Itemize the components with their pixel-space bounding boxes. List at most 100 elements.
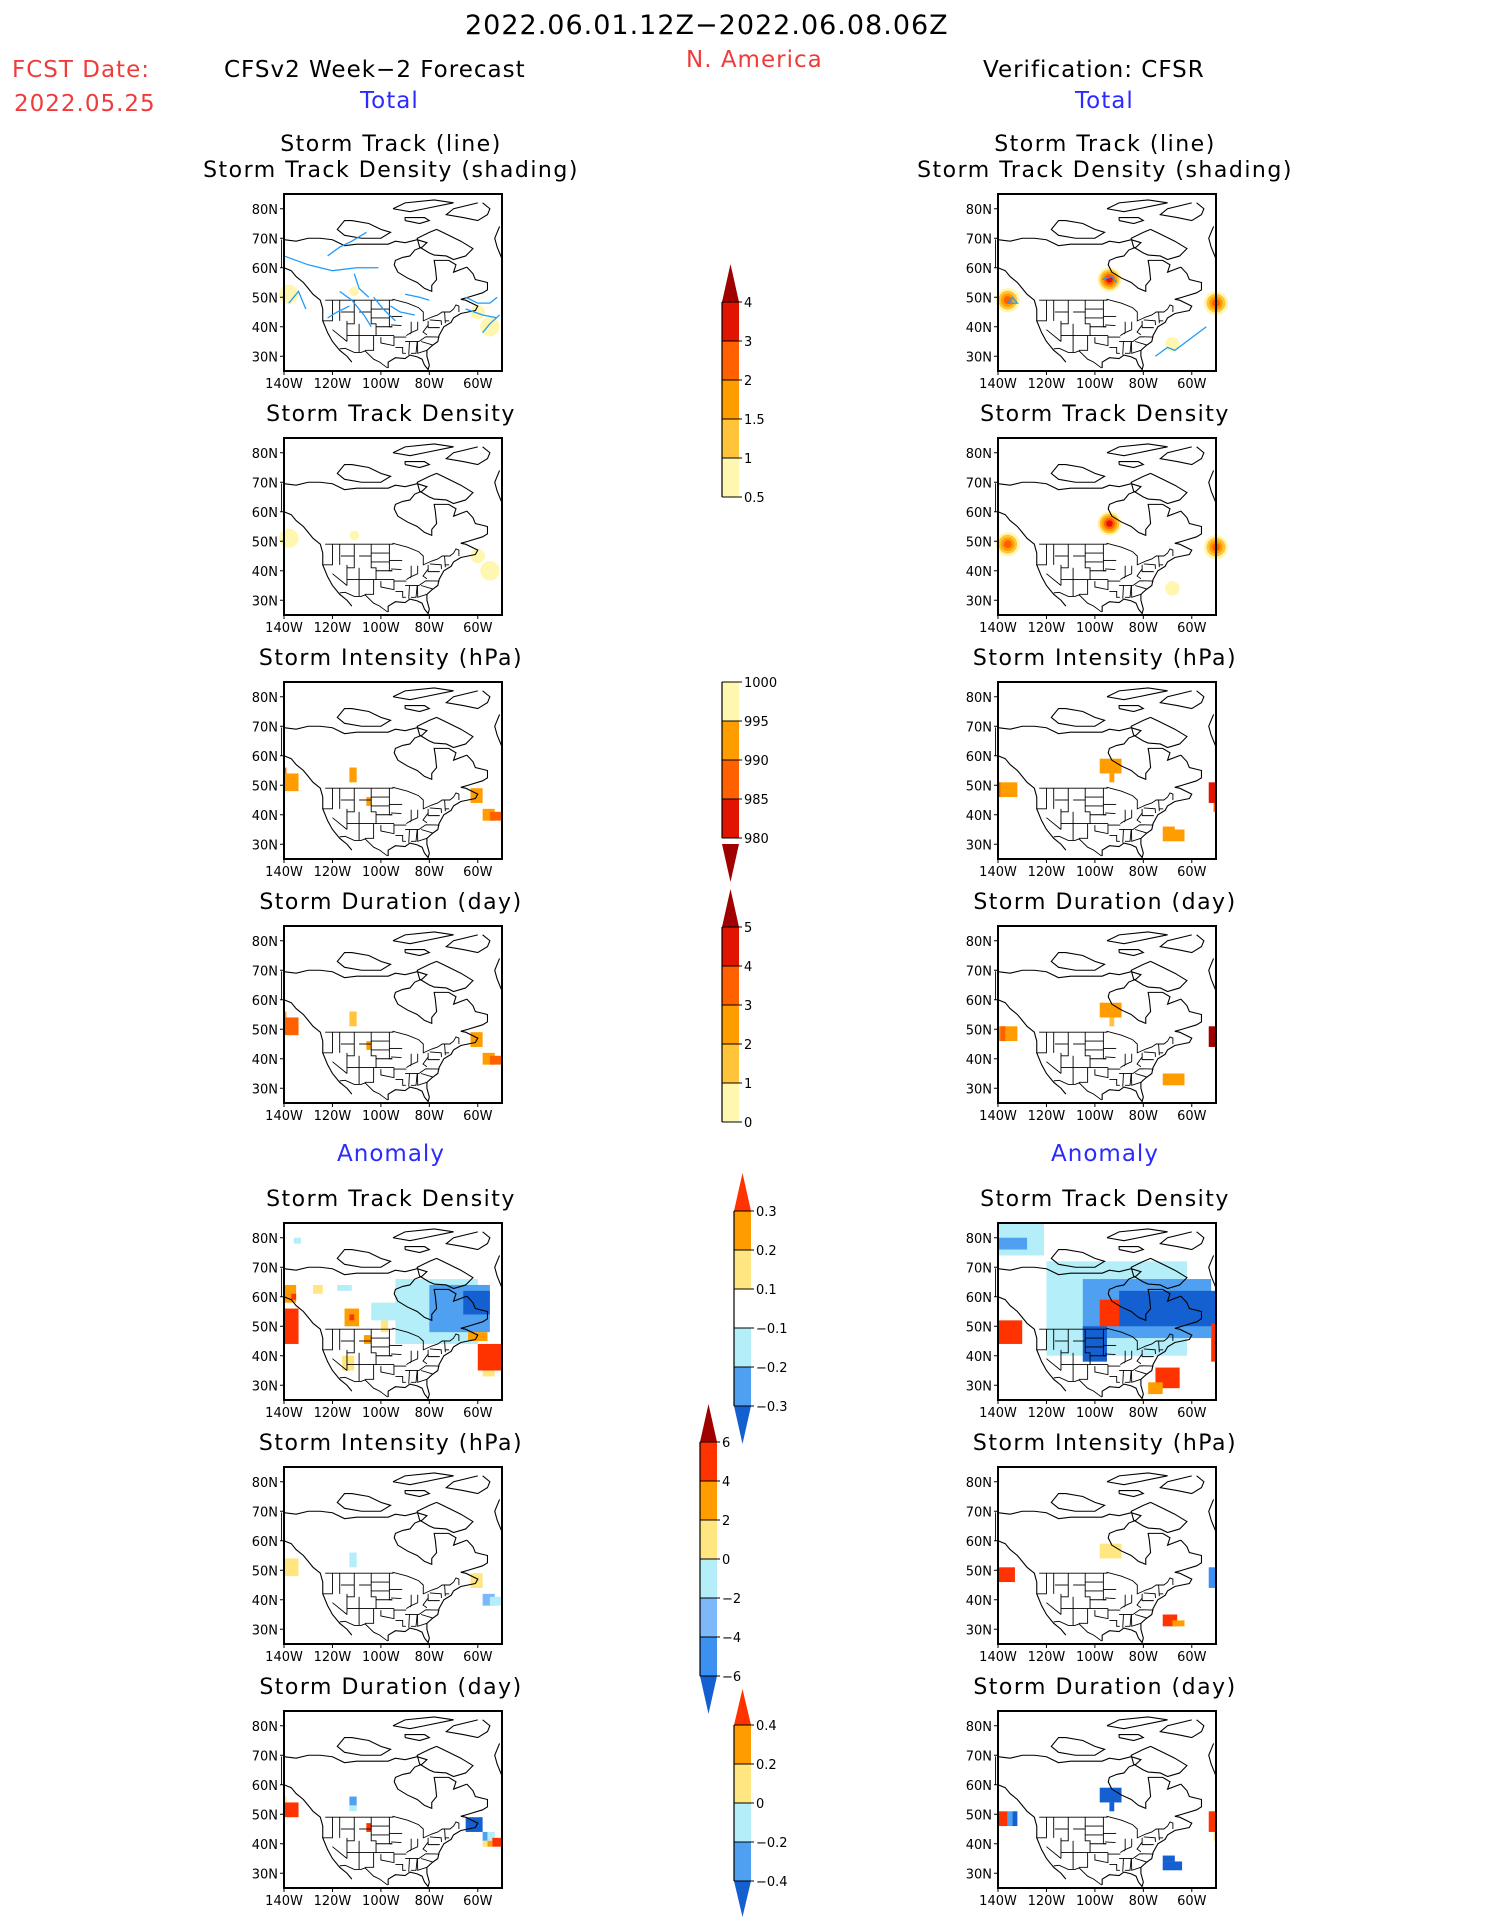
y-tick-label: 50N xyxy=(252,1023,278,1038)
border-line xyxy=(346,1817,355,1842)
coastlines xyxy=(997,931,1217,1103)
border-line xyxy=(1078,1067,1089,1083)
coastline xyxy=(997,725,1182,781)
colorbar-label: 3 xyxy=(744,999,752,1014)
border-line xyxy=(332,1061,348,1074)
map-total_duration-forecast: 140W 120W 100W 80W 60W 30N 40N 50N 60N 70N 80N xyxy=(252,925,503,1124)
shading-cell xyxy=(1208,1567,1216,1588)
border-line xyxy=(1158,555,1160,568)
x-tick-label: 60W xyxy=(1177,1406,1207,1421)
shading-cell xyxy=(1099,1002,1122,1018)
y-tick-label: 40N xyxy=(252,321,278,336)
shading-cell xyxy=(1208,1026,1216,1047)
border-line xyxy=(409,1838,412,1852)
colorbar-segment xyxy=(734,1211,751,1250)
coastline xyxy=(283,237,468,293)
border-line xyxy=(380,1067,395,1079)
border-line xyxy=(1158,1340,1160,1353)
x-tick-label: 120W xyxy=(1028,1650,1066,1665)
map-frame xyxy=(997,1710,1217,1889)
coastline xyxy=(997,1784,1067,1880)
colorbar-anom_density: 0.3 0.2 0.1 −0.1 −0.2 −0.3 xyxy=(733,1173,788,1444)
colorbar-label: −0.1 xyxy=(756,1322,788,1337)
border-line xyxy=(1102,788,1107,816)
x-tick-label: 80W xyxy=(415,1894,445,1909)
x-tick-label: 140W xyxy=(265,1894,303,1909)
border-line xyxy=(420,1073,434,1078)
colorbar-segment xyxy=(734,1764,751,1803)
coastline xyxy=(387,998,489,1103)
border-line xyxy=(417,1370,428,1383)
x-tick-label: 120W xyxy=(1028,621,1066,636)
coastline xyxy=(283,1266,468,1322)
border-line xyxy=(427,808,440,817)
coastline xyxy=(1106,687,1168,701)
colorbar-segment xyxy=(700,1598,717,1637)
border-line xyxy=(1120,1358,1132,1365)
storm-track-line xyxy=(327,231,367,257)
border-line xyxy=(444,1043,446,1056)
shading-cell xyxy=(489,811,502,821)
coastline xyxy=(1159,690,1205,710)
map-frame xyxy=(997,437,1217,616)
colorbar-segment xyxy=(722,1005,739,1044)
coastline xyxy=(1159,1231,1205,1251)
coastline xyxy=(1159,1719,1205,1739)
border-line xyxy=(1141,1052,1154,1061)
panel-title-density: Storm Track Density xyxy=(266,402,516,427)
border-line xyxy=(1105,1841,1116,1844)
border-line xyxy=(364,335,375,351)
border-line xyxy=(427,564,440,573)
shading-cell xyxy=(380,1320,389,1333)
border-line xyxy=(429,563,442,570)
border-line xyxy=(408,341,410,355)
shading-cell xyxy=(366,1823,372,1832)
colorbar-segment xyxy=(734,1803,751,1842)
coastlines xyxy=(283,1716,503,1888)
coastline xyxy=(997,969,1182,1025)
border-line xyxy=(410,1614,418,1627)
coastline xyxy=(1106,931,1168,945)
border-line xyxy=(1102,1032,1107,1060)
border-line xyxy=(1158,1828,1160,1841)
coastline xyxy=(997,755,1067,851)
shading-cell xyxy=(1162,826,1175,830)
border-line xyxy=(332,817,348,830)
map-frame xyxy=(997,1222,1217,1401)
coastline xyxy=(494,958,503,992)
x-tick-label: 80W xyxy=(1129,1109,1159,1124)
border-line xyxy=(322,788,333,810)
shading-cell xyxy=(998,1237,1028,1250)
border-line xyxy=(1046,1846,1062,1859)
y-tick-label: 40N xyxy=(966,565,992,580)
colorbar-total_intensity: 1000 995 990 985 980 xyxy=(721,676,777,847)
density-blob xyxy=(1165,581,1180,596)
map-frame xyxy=(283,1222,503,1401)
coastline xyxy=(392,1472,454,1486)
colorbar-label: 0 xyxy=(744,1116,752,1131)
shading-cell xyxy=(349,767,357,783)
colorbar-label: 985 xyxy=(744,793,769,808)
border-line xyxy=(1109,1375,1120,1383)
border-line xyxy=(332,1846,348,1859)
colorbar-label: 5 xyxy=(744,921,752,936)
border-line xyxy=(1123,321,1126,335)
shading-cell xyxy=(998,1567,1015,1583)
border-line xyxy=(1109,1619,1120,1627)
border-line xyxy=(406,1846,418,1853)
border-line xyxy=(388,1032,393,1060)
border-line xyxy=(1105,1056,1116,1059)
border-line xyxy=(364,579,375,595)
coastlines xyxy=(283,443,503,615)
x-tick-label: 140W xyxy=(979,621,1017,636)
y-tick-label: 60N xyxy=(966,750,992,765)
colorbar-label: 0.2 xyxy=(756,1758,777,1773)
state-borders xyxy=(281,727,460,857)
coastline xyxy=(1130,960,1188,993)
border-line xyxy=(388,1573,393,1601)
y-tick-label: 80N xyxy=(252,1232,278,1247)
coastline xyxy=(416,1745,474,1778)
coastline xyxy=(283,481,468,537)
y-tick-label: 50N xyxy=(252,291,278,306)
map-frame xyxy=(283,925,503,1104)
